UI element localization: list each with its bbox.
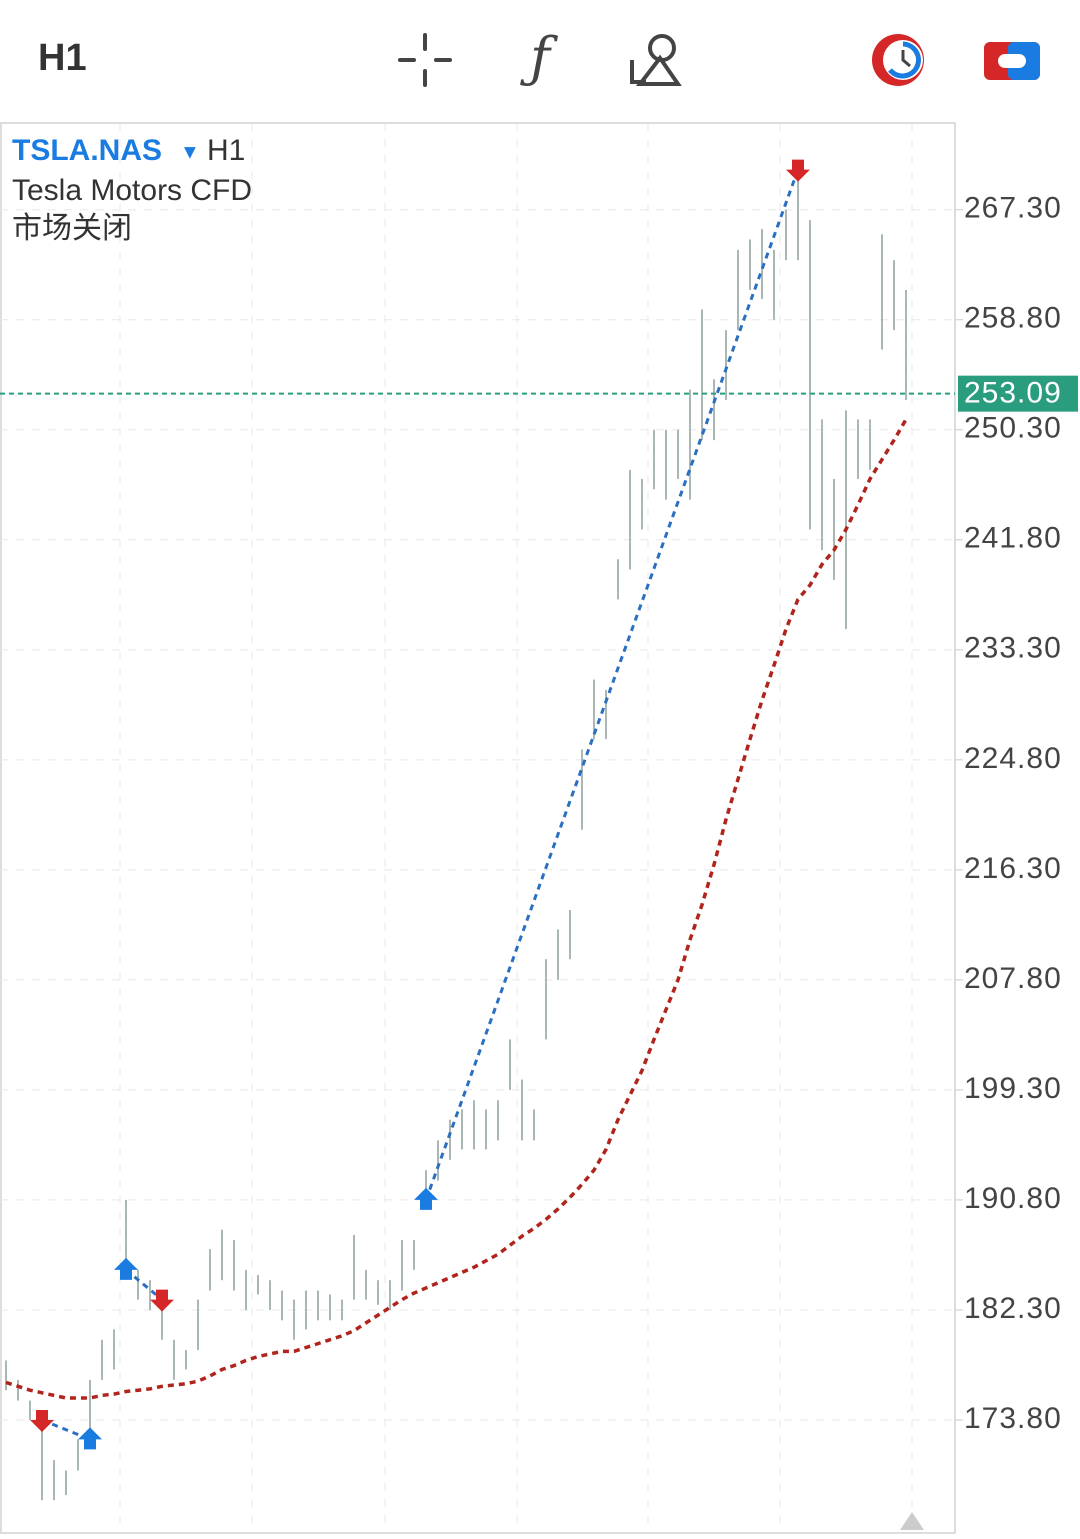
y-tick-label: 216.30 <box>964 852 1062 885</box>
symbol-dropdown[interactable]: ▼ <box>180 141 200 163</box>
y-tick-label: 241.80 <box>964 522 1062 555</box>
last-price-tag <box>958 375 1078 412</box>
y-tick-label: 190.80 <box>964 1182 1062 1215</box>
subtitle: Tesla Motors CFD <box>12 174 252 207</box>
chart-timeframe: H1 <box>207 134 245 167</box>
sell-signal <box>786 159 810 182</box>
clock-icon[interactable] <box>872 34 924 86</box>
y-tick-label: 199.30 <box>964 1072 1062 1105</box>
y-tick-label: 267.30 <box>964 192 1062 225</box>
market-status: 市场关闭 <box>12 212 132 245</box>
symbol[interactable]: TSLA.NAS <box>12 134 162 167</box>
buy-signal <box>78 1427 102 1450</box>
trend-line <box>424 169 800 1201</box>
y-tick-label: 173.80 <box>964 1402 1062 1435</box>
scroll-marker <box>900 1512 924 1530</box>
timeframe-button[interactable]: H1 <box>38 37 87 79</box>
moving-average <box>5 418 908 1400</box>
y-tick-label: 258.80 <box>964 302 1062 335</box>
trend-line <box>41 1418 91 1441</box>
y-tick-label: 250.30 <box>964 412 1062 445</box>
sell-signal <box>150 1289 174 1312</box>
crosshair-icon[interactable] <box>398 33 452 87</box>
y-tick-label: 233.30 <box>964 632 1062 665</box>
chart-frame <box>0 122 956 1534</box>
last-price-label: 253.09 <box>964 377 1062 410</box>
buy-signal <box>114 1257 138 1280</box>
buy-signal <box>414 1187 438 1210</box>
chart: 173.80 182.30 190.80 199.30 207.80 216.30 224.… <box>0 123 1078 1530</box>
toggle-icon[interactable] <box>984 42 1040 80</box>
y-tick-label: 182.30 <box>964 1292 1062 1325</box>
sell-signal <box>30 1409 54 1432</box>
y-tick-label: 224.80 <box>964 742 1062 775</box>
drawing-icon[interactable] <box>630 34 682 86</box>
y-tick-label: 207.80 <box>964 962 1062 995</box>
